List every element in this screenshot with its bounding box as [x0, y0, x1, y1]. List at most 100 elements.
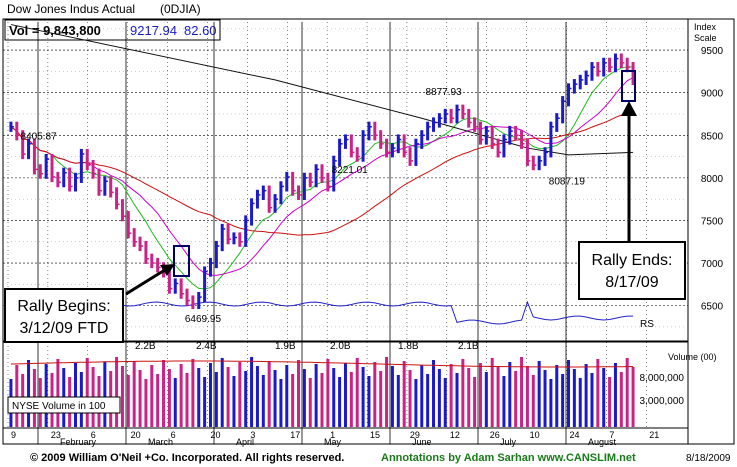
- price-bar: [68, 167, 73, 192]
- price-bar: [578, 74, 584, 90]
- price-bar: [179, 278, 185, 299]
- price-bar: [91, 159, 97, 179]
- y-tick-label: 8500: [701, 131, 724, 142]
- x-month-label: April: [236, 437, 254, 447]
- price-bar: [508, 125, 513, 145]
- volume-average-line: [10, 360, 634, 368]
- price-bar: [373, 121, 378, 141]
- price-bar: [15, 121, 20, 141]
- volume-tick-label: 8,000,000: [640, 373, 685, 384]
- price-bar: [326, 172, 331, 192]
- volume-bars: 2.2B 2.4B 1.9B 2.0B 1.8B 2.1B: [9, 341, 635, 427]
- price-bar: [97, 168, 102, 196]
- rally-ends-line2: 8/17/09: [605, 274, 658, 291]
- price-bar: [297, 185, 302, 201]
- price-bar: [244, 215, 249, 247]
- price-annotation: 8087.19: [549, 176, 586, 187]
- rally-begins-marker: [173, 245, 190, 277]
- x-month-label: August: [588, 437, 617, 447]
- x-tick-label: 9: [11, 430, 16, 440]
- price-bar: [379, 130, 384, 149]
- x-month-label: July: [500, 437, 517, 447]
- price-bar: [56, 171, 61, 188]
- price-bar: [27, 138, 32, 160]
- date-axis: 9 23 6 20 6 20 3 17 1 15 29 12 26 10 24 7 21 February Marc…: [11, 430, 659, 447]
- price-bar: [132, 228, 138, 247]
- price-bar: [426, 121, 431, 141]
- price-bar: [555, 113, 560, 132]
- price-bar: [21, 130, 26, 160]
- price-bar: [349, 134, 355, 158]
- price-bar: [502, 134, 507, 158]
- price-bar: [150, 253, 155, 269]
- x-tick-label: 6: [91, 430, 96, 440]
- price-bar: [273, 194, 279, 213]
- price-bar: [115, 187, 120, 210]
- volume-legend: NYSE Volume in 100: [12, 401, 106, 412]
- ma-200-line: [10, 24, 634, 156]
- price-bar: [185, 288, 191, 306]
- volume-annotation: 2.4B: [196, 341, 217, 352]
- price-bar: [255, 189, 261, 209]
- rally-begins-callout: Rally Begins: 3/12/09 FTD: [4, 245, 190, 343]
- price-bar: [572, 79, 578, 94]
- x-tick-label: 29: [410, 430, 420, 440]
- annotations-credit: Annotations by Adam Sarhan www.CANSLIM.n…: [381, 452, 636, 464]
- price-bar: [238, 232, 243, 247]
- x-tick-label: 20: [210, 430, 220, 440]
- price-bar: [343, 134, 349, 149]
- price-bar: [625, 57, 631, 73]
- price-bar: [390, 142, 396, 158]
- price-bar: [191, 295, 196, 310]
- price-bar: [44, 154, 50, 179]
- footer-date: 8/18/2009: [686, 453, 731, 464]
- price-bar: [103, 176, 108, 196]
- last-price-readout: 9217.94: [130, 23, 177, 38]
- volume-annotation: 1.8B: [398, 341, 419, 352]
- price-bar: [590, 62, 595, 81]
- price-bar: [449, 108, 455, 124]
- price-bar: [291, 171, 296, 196]
- rs-label: RS: [640, 319, 654, 330]
- price-bar: [302, 172, 308, 201]
- rally-begins-arrow-shaft: [125, 266, 169, 296]
- rally-begins-arrow-head: [160, 264, 175, 276]
- change-readout: 82.60: [184, 23, 217, 38]
- price-bar: [367, 121, 372, 141]
- price-bar: [138, 236, 144, 252]
- volume-legend-box: [7, 396, 121, 414]
- price-bar: [232, 232, 237, 245]
- rally-ends-line1: Rally Ends:: [592, 252, 673, 269]
- price-bar: [496, 138, 502, 158]
- price-bar: [120, 199, 126, 222]
- price-bar: [79, 148, 85, 183]
- price-bar: [338, 138, 343, 166]
- price-bar: [62, 167, 67, 188]
- price-bar: [443, 108, 449, 124]
- copyright-text: © 2009 William O'Neil +Co. Incorporated.…: [30, 452, 344, 464]
- volume-tick-label: 3,000,000: [640, 396, 685, 407]
- price-bar: [402, 134, 408, 158]
- x-tick-label: 21: [649, 430, 659, 440]
- y-tick-label: 9500: [701, 46, 724, 57]
- y-axis-ticks: 6500 7000 7500 8000 8500 9000 9500: [701, 46, 724, 313]
- rally-begins-line2: 3/12/09 FTD: [20, 320, 109, 337]
- rally-ends-callout: Rally Ends: 8/17/09: [578, 70, 686, 300]
- x-month-label: February: [60, 437, 97, 447]
- volume-annotation: 2.2B: [135, 341, 156, 352]
- price-bar: [420, 130, 425, 149]
- x-tick-label: 23: [51, 430, 61, 440]
- price-bar: [203, 266, 208, 303]
- price-bar: [109, 176, 114, 198]
- x-tick-label: 1: [330, 430, 335, 440]
- price-bar: [220, 223, 226, 252]
- price-bar: [38, 164, 44, 179]
- volume-annotation: 1.9B: [275, 341, 296, 352]
- price-bar: [32, 138, 38, 175]
- price-bar: [385, 138, 390, 158]
- volume-readout: Vol = 9,843,800: [9, 23, 101, 38]
- y-tick-label: 8000: [701, 174, 724, 185]
- x-month-label: May: [324, 437, 342, 447]
- price-annotation: 8877.93: [426, 87, 463, 98]
- x-tick-label: 26: [490, 430, 500, 440]
